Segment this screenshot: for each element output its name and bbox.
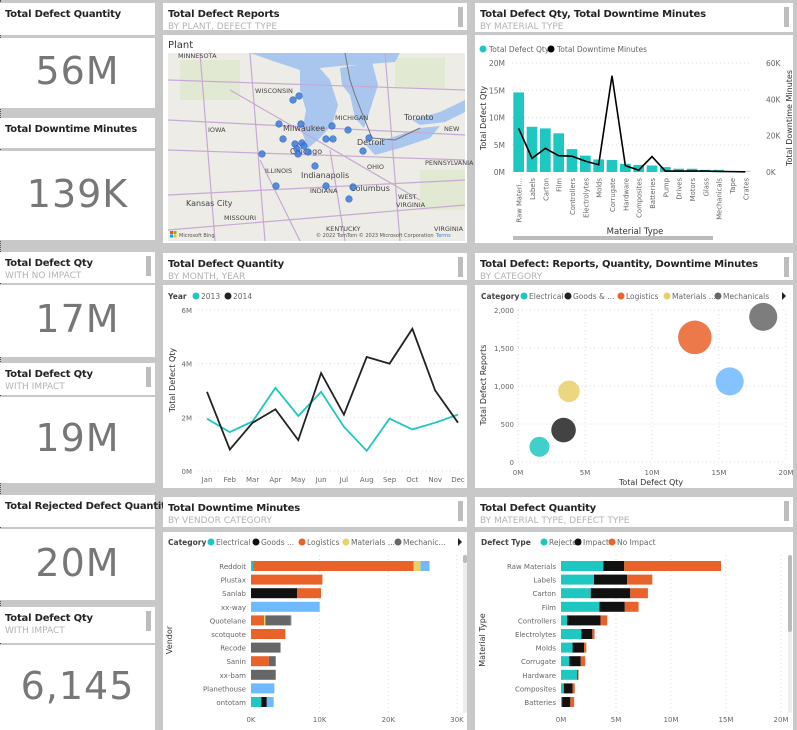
kpi-title: Total Downtime Minutes <box>5 124 137 135</box>
scroll-grip[interactable] <box>458 257 463 277</box>
scroll-grip[interactable] <box>146 367 151 387</box>
kpi-title: Total Defect Qty <box>5 369 93 380</box>
kpi-value: 139K <box>26 171 129 216</box>
scroll-grip[interactable] <box>784 7 789 27</box>
scroll-grip[interactable] <box>784 257 789 277</box>
scatter-chart-panel-header: Total Defect: Reports, Quantity, Downtim… <box>475 253 793 282</box>
kpi-value: 56M <box>35 49 120 93</box>
vendor-bar-panel-header: Total Downtime Minutes BY VENDOR CATEGORY <box>163 497 467 527</box>
kpi-card: 20M <box>0 529 155 600</box>
scroll-grip[interactable] <box>784 501 789 521</box>
kpi-card-header: Total Rejected Defect Quantity <box>0 495 172 527</box>
kpi-card-header: Total Downtime Minutes <box>0 118 155 148</box>
kpi-subtitle: WITH IMPACT <box>5 382 65 392</box>
scroll-grip[interactable] <box>458 501 463 521</box>
kpi-value: 6,145 <box>20 663 135 708</box>
scatter-chart-panel <box>475 285 793 488</box>
kpi-title: Total Defect Qty <box>5 613 93 624</box>
line-chart-panel-subtitle: BY MONTH, YEAR <box>168 272 246 282</box>
kpi-card-header: Total Defect Quantity <box>0 3 155 35</box>
kpi-subtitle: WITH NO IMPACT <box>5 271 82 281</box>
map-panel <box>163 35 467 243</box>
map-panel-subtitle: BY PLANT, DEFECT TYPE <box>168 22 278 32</box>
scatter-chart-panel-subtitle: BY CATEGORY <box>480 272 543 282</box>
kpi-title: Total Rejected Defect Quantity <box>5 501 173 512</box>
vendor-bar-panel <box>163 532 467 730</box>
map-panel-title: Total Defect Reports <box>168 9 280 20</box>
scroll-grip[interactable] <box>458 7 463 27</box>
combo-chart-panel-header: Total Defect Qty, Total Downtime Minutes… <box>475 3 793 32</box>
line-chart-panel <box>163 285 467 488</box>
kpi-value: 17M <box>35 297 120 341</box>
material-bar-panel-subtitle: BY MATERIAL TYPE, DEFECT TYPE <box>480 516 630 526</box>
scroll-grip[interactable] <box>146 256 151 276</box>
combo-chart-panel <box>475 35 793 243</box>
line-chart-panel-header: Total Defect Quantity BY MONTH, YEAR <box>163 253 467 282</box>
kpi-card: 19M <box>0 397 155 483</box>
kpi-subtitle: WITH IMPACT <box>5 626 65 636</box>
vendor-bar-panel-subtitle: BY VENDOR CATEGORY <box>168 516 272 526</box>
kpi-value: 19M <box>35 416 120 460</box>
kpi-card-header: Total Defect Qty WITH IMPACT <box>0 607 155 643</box>
kpi-title: Total Defect Quantity <box>5 9 122 20</box>
vendor-bar-panel-title: Total Downtime Minutes <box>168 503 300 514</box>
kpi-card: 17M <box>0 285 155 357</box>
combo-chart-panel-subtitle: BY MATERIAL TYPE <box>480 22 564 32</box>
scroll-grip[interactable] <box>146 611 151 631</box>
combo-chart-panel-title: Total Defect Qty, Total Downtime Minutes <box>480 9 706 20</box>
map-panel-header: Total Defect Reports BY PLANT, DEFECT TYP… <box>163 3 467 32</box>
material-bar-panel <box>475 532 793 730</box>
scatter-chart-panel-title: Total Defect: Reports, Quantity, Downtim… <box>480 259 758 270</box>
kpi-card-header: Total Defect Qty WITH IMPACT <box>0 363 155 395</box>
kpi-card-header: Total Defect Qty WITH NO IMPACT <box>0 252 155 283</box>
kpi-card: 56M <box>0 38 155 108</box>
material-bar-panel-header: Total Defect Quantity BY MATERIAL TYPE, D… <box>475 497 793 527</box>
kpi-card: 139K <box>0 151 155 240</box>
kpi-title: Total Defect Qty <box>5 258 93 269</box>
material-bar-panel-title: Total Defect Quantity <box>480 503 597 514</box>
kpi-value: 20M <box>35 540 120 585</box>
line-chart-panel-title: Total Defect Quantity <box>168 259 285 270</box>
kpi-card: 6,145 <box>0 645 155 730</box>
